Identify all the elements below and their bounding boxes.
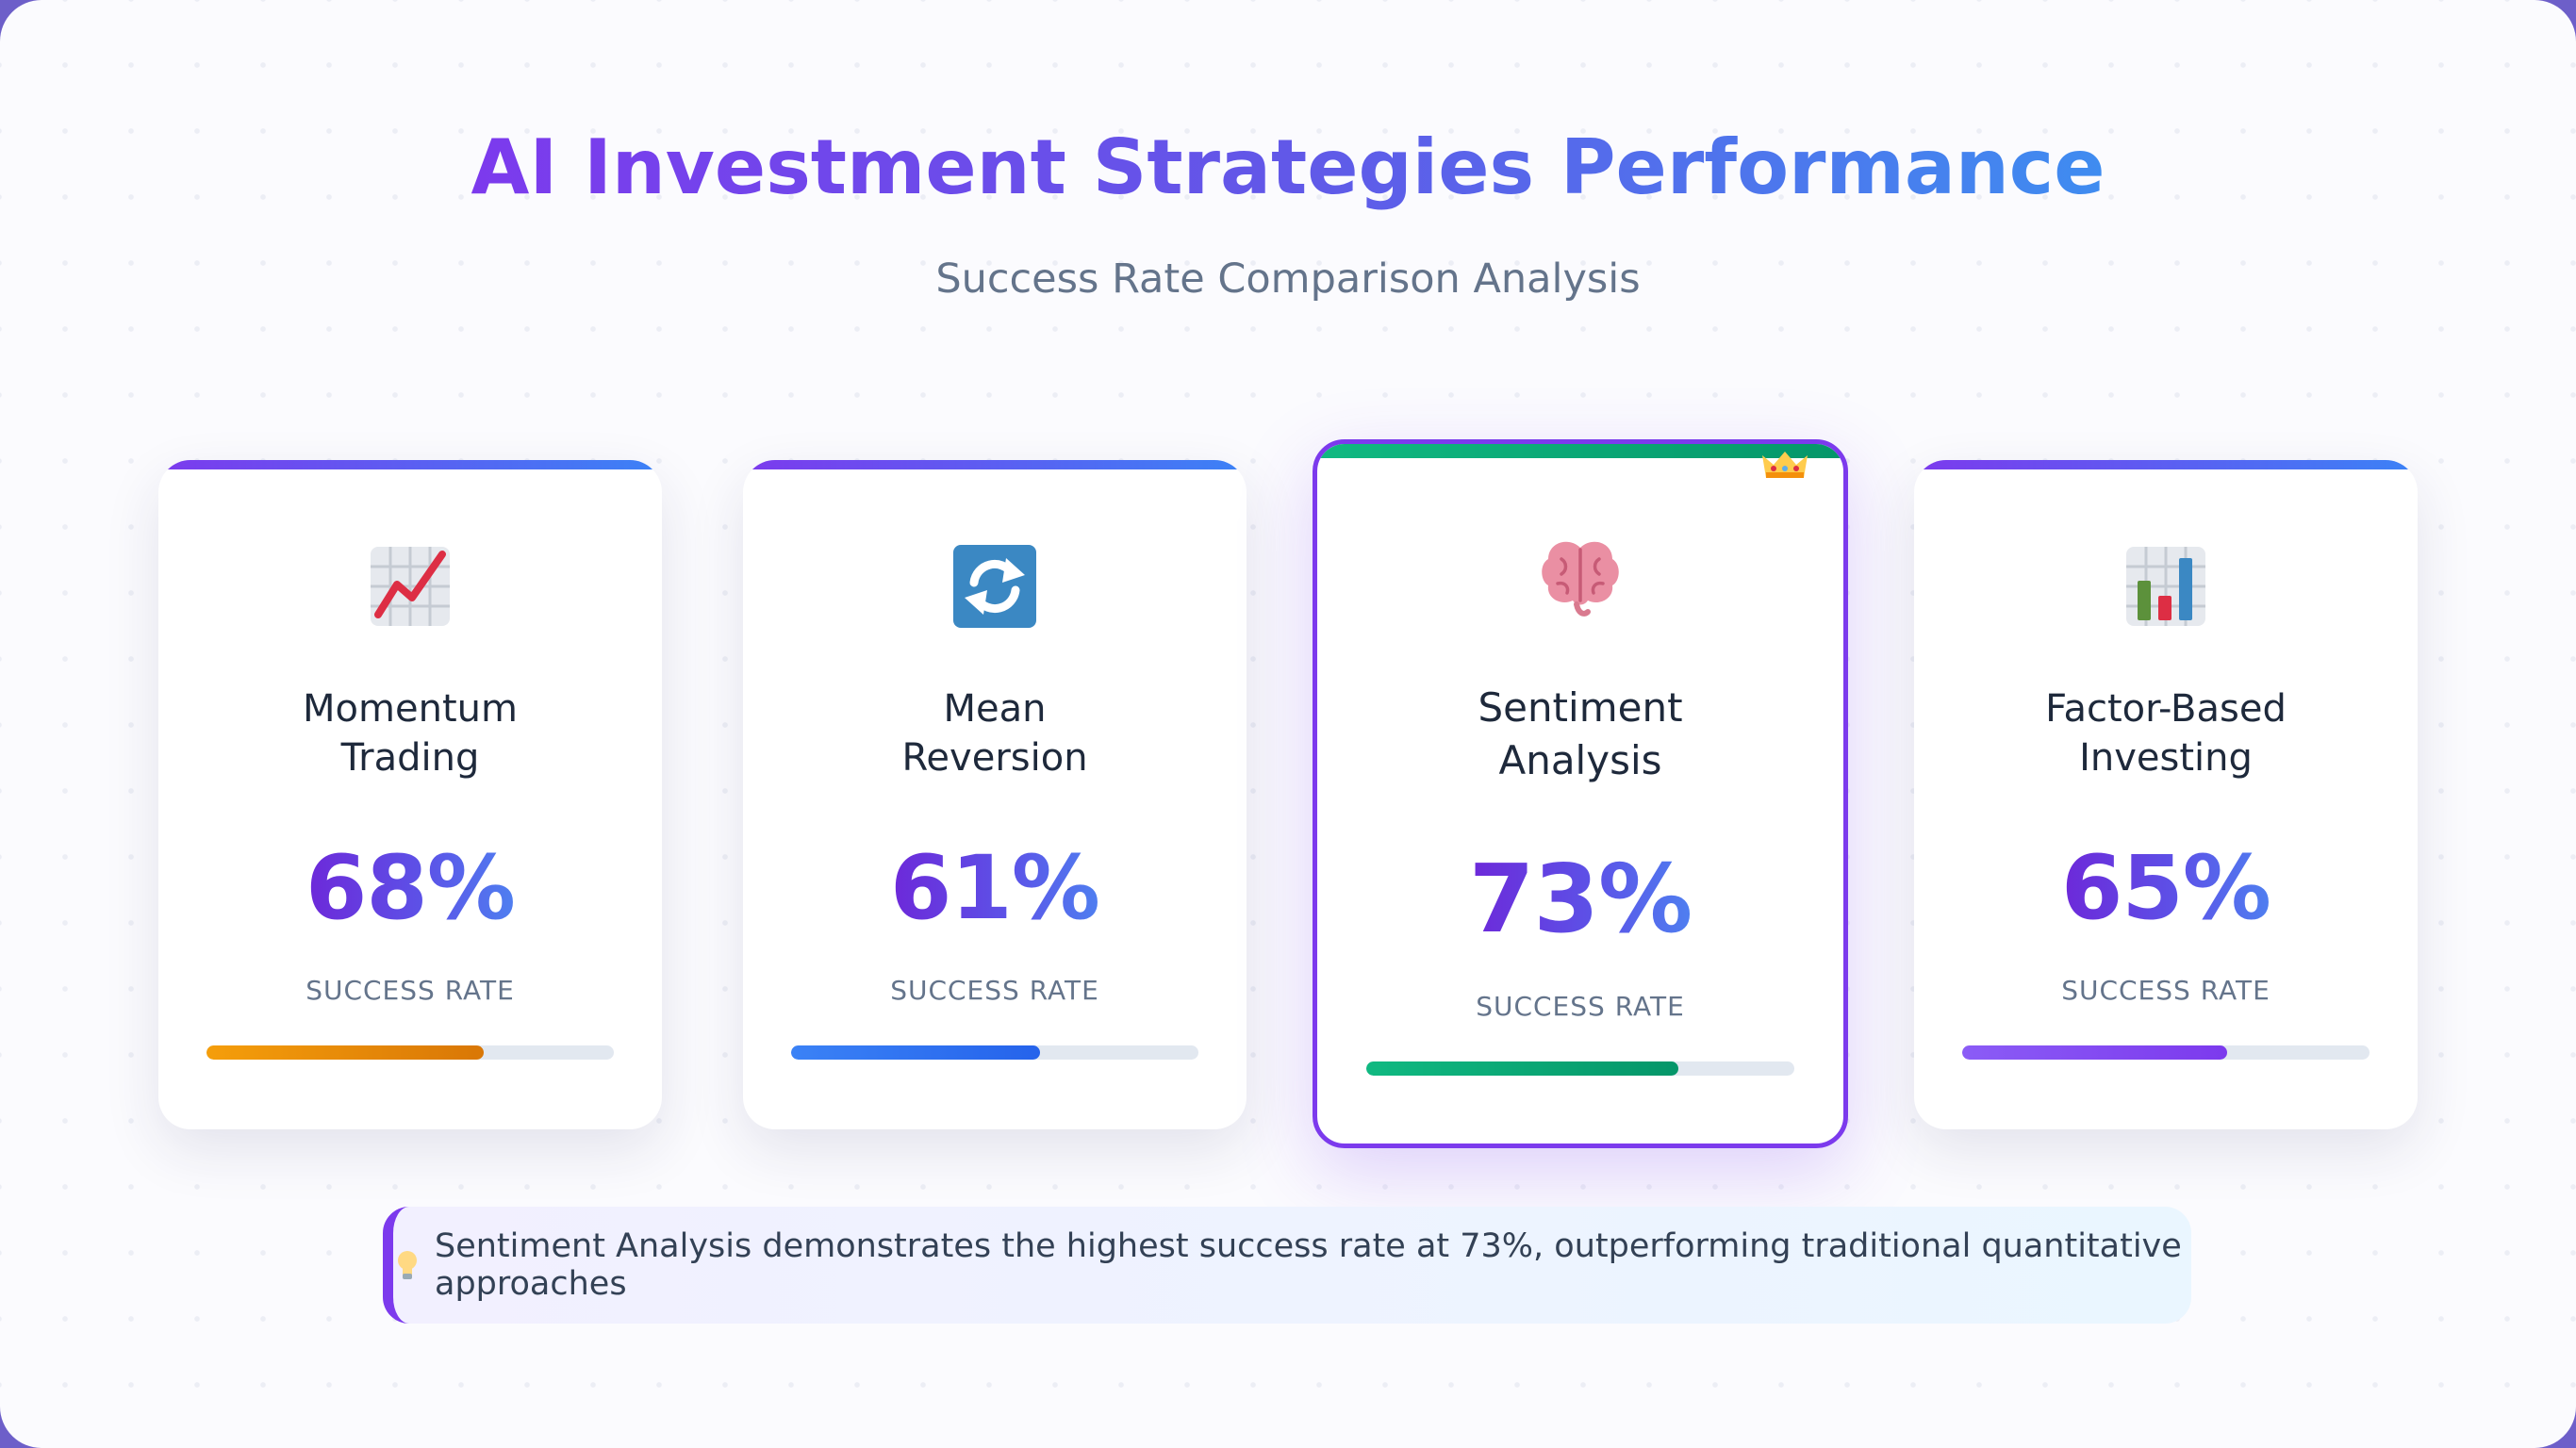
success-rate-label: SUCCESS RATE bbox=[305, 975, 515, 1006]
success-rate-bar-fill bbox=[1962, 1045, 2227, 1060]
insight-text: Sentiment Analysis demonstrates the high… bbox=[435, 1227, 2182, 1303]
card-top-accent bbox=[1914, 460, 2418, 469]
success-rate-value: 73% bbox=[1468, 844, 1693, 954]
bar-chart-icon bbox=[2126, 547, 2205, 626]
success-rate-value: 68% bbox=[305, 837, 516, 940]
success-rate-bar-track bbox=[1962, 1045, 2370, 1060]
success-rate-label: SUCCESS RATE bbox=[890, 975, 1099, 1006]
success-rate-label: SUCCESS RATE bbox=[2061, 975, 2271, 1006]
success-rate-bar-fill bbox=[791, 1045, 1040, 1060]
success-rate-bar-fill bbox=[1366, 1061, 1679, 1076]
strategy-name: Factor-Based Investing bbox=[2045, 687, 2287, 780]
success-rate-bar-track bbox=[1366, 1061, 1794, 1076]
strategy-name: Momentum Trading bbox=[303, 687, 518, 780]
page-title: AI Investment Strategies Performance bbox=[471, 123, 2105, 211]
refresh-arrows-icon bbox=[953, 545, 1036, 628]
card-top-accent bbox=[1317, 444, 1843, 458]
strategy-card-mean-reversion: Mean Reversion 61% SUCCESS RATE bbox=[743, 460, 1247, 1129]
success-rate-bar-track bbox=[791, 1045, 1198, 1060]
strategy-name: Sentiment Analysis bbox=[1478, 684, 1683, 783]
success-rate-value: 65% bbox=[2061, 837, 2271, 940]
success-rate-bar-track bbox=[206, 1045, 614, 1060]
strategy-name: Mean Reversion bbox=[901, 687, 1088, 780]
page-subtitle: Success Rate Comparison Analysis bbox=[935, 255, 1641, 303]
success-rate-bar-fill bbox=[206, 1045, 484, 1060]
crown-icon bbox=[1762, 452, 1808, 478]
card-top-accent bbox=[743, 460, 1247, 469]
success-rate-value: 61% bbox=[890, 837, 1100, 940]
chart-increasing-icon bbox=[371, 547, 450, 626]
success-rate-label: SUCCESS RATE bbox=[1476, 991, 1685, 1022]
strategy-card-sentiment-analysis: Sentiment Analysis 73% SUCCESS RATE bbox=[1313, 439, 1848, 1148]
card-top-accent bbox=[158, 460, 662, 469]
insight-callout: Sentiment Analysis demonstrates the high… bbox=[383, 1207, 2191, 1324]
brain-icon bbox=[1542, 541, 1619, 617]
strategy-card-momentum: Momentum Trading 68% SUCCESS RATE bbox=[158, 460, 662, 1129]
lightbulb-icon bbox=[398, 1251, 417, 1279]
strategy-card-factor-based: Factor-Based Investing 65% SUCCESS RATE bbox=[1914, 460, 2418, 1129]
